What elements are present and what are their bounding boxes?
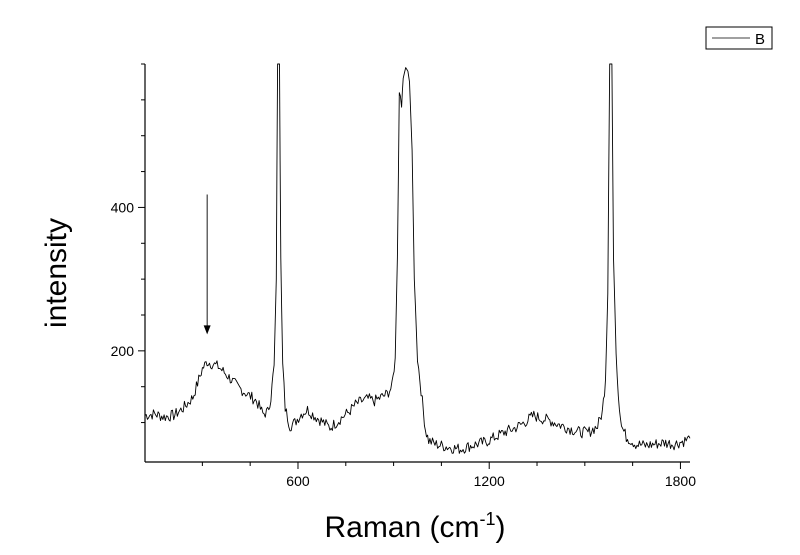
series-line-0 <box>144 63 691 454</box>
x-tick-label: 1800 <box>665 473 696 489</box>
y-axis-title: intensity <box>40 218 73 328</box>
y-tick-label: 200 <box>111 343 135 359</box>
axis-ticks: 600 1200 1800 200 400 <box>111 63 696 489</box>
x-axis-title-close: ) <box>496 511 506 544</box>
x-axis-title: Raman (cm-1) <box>324 509 505 544</box>
peak-annotation-arrow <box>203 194 211 335</box>
x-tick-label: 1200 <box>474 473 505 489</box>
legend: B <box>705 26 773 50</box>
arrow-head <box>203 325 211 335</box>
x-tick-label: 600 <box>286 473 310 489</box>
legend-label-b: B <box>755 31 765 48</box>
y-tick-label: 400 <box>111 199 135 215</box>
series-b-line <box>144 63 691 454</box>
x-axis-title-main: Raman (cm <box>324 511 479 544</box>
x-axis-title-superscript: -1 <box>480 509 496 529</box>
axes <box>144 64 690 463</box>
